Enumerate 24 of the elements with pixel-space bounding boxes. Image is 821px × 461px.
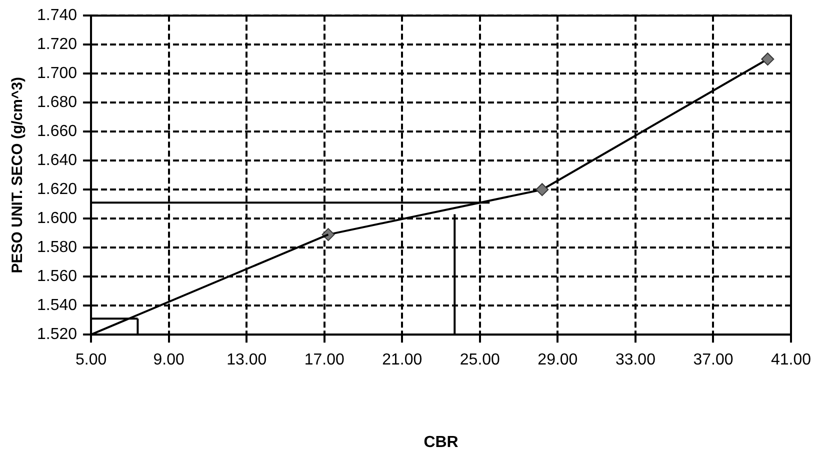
y-tick-label: 1.520 [36,326,78,344]
y-axis-title: PESO UNIT. SECO (g/cm^3) [9,76,26,274]
y-tick-label: 1.660 [36,123,78,140]
y-tick-label: 1.540 [36,297,78,314]
y-tick-label: 1.560 [36,268,78,286]
y-tick-label: 1.580 [36,239,78,256]
y-tick-label: 1.740 [36,7,78,24]
x-tick-label: 21.00 [382,352,422,369]
y-tick-label: 1.700 [36,65,78,82]
x-tick-label: 37.00 [693,352,734,369]
x-tick-label: 9.00 [153,352,184,369]
y-tick-label: 1.680 [36,94,78,112]
y-tick-label: 1.620 [36,181,78,198]
x-tick-label: 33.00 [615,352,656,369]
y-tick-label: 1.640 [36,152,78,170]
x-axis-title: CBR [424,434,459,451]
y-tick-label: 1.720 [36,36,78,54]
x-tick-label: 17.00 [304,352,344,369]
y-tick-label: 1.600 [36,210,78,228]
x-tick-label: 5.00 [75,352,107,369]
x-tick-label: 13.00 [226,352,267,369]
x-tick-label: 25.00 [460,352,500,369]
x-tick-label: 29.00 [538,352,578,369]
x-tick-label: 41.00 [770,352,812,369]
